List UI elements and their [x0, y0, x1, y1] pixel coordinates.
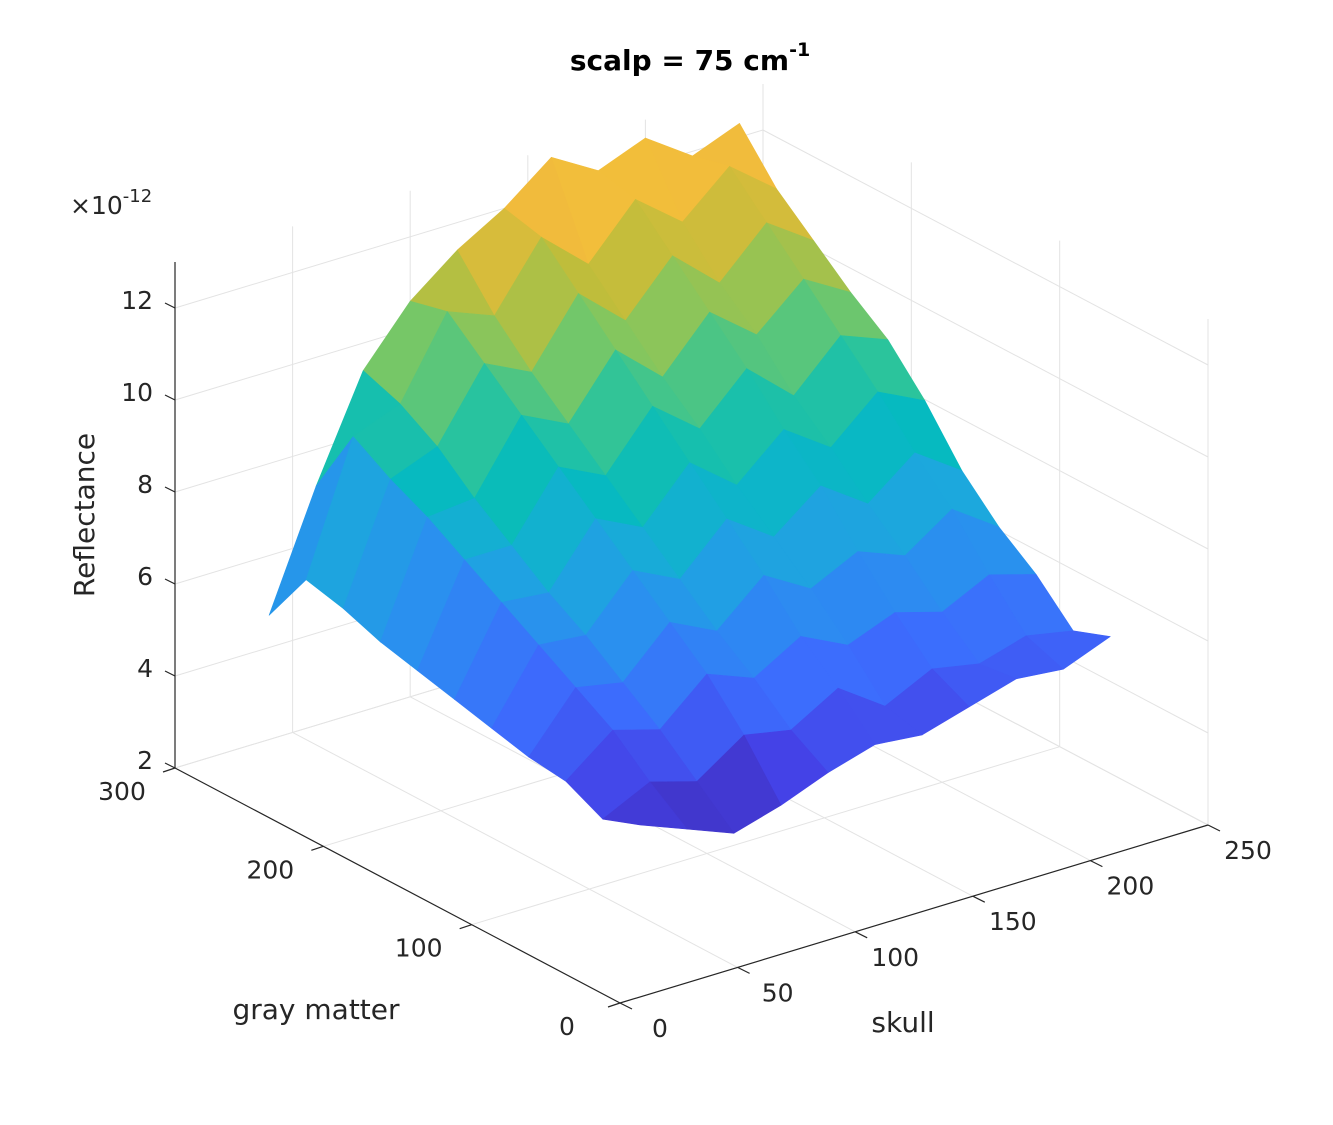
y-tick: [162, 767, 176, 773]
grid-line: [471, 746, 1060, 926]
x-tick: [972, 895, 986, 903]
z-tick: [164, 394, 176, 401]
y-tick-label: 100: [395, 934, 443, 963]
chart-title: scalp = 75 cm-1: [570, 39, 810, 78]
z-tick: [164, 762, 176, 769]
grid-line: [762, 129, 1209, 366]
x-tick: [854, 931, 868, 939]
z-exponent: ×10-12: [70, 186, 152, 220]
x-tick: [737, 966, 750, 974]
z-tick-label: 4: [137, 654, 153, 683]
z-tick-label: 2: [137, 746, 153, 775]
x-tick-label: 50: [762, 978, 794, 1007]
x-tick: [1207, 824, 1221, 832]
y-axis-line: [174, 767, 621, 1004]
y-tick-label: 300: [98, 777, 146, 806]
grid-line: [762, 221, 1209, 458]
y-tick-label: 200: [246, 855, 294, 884]
x-tick-label: 250: [1224, 836, 1272, 865]
y-tick: [311, 845, 324, 851]
grid-line: [292, 731, 738, 968]
x-axis-label: skull: [871, 1006, 934, 1039]
y-tick: [459, 924, 472, 930]
x-tick: [1090, 860, 1103, 868]
axes: 2 4 6 8 10 12 0 100 200 300 0 50 100 150 200 250: [98, 262, 1272, 1043]
title-superscript: -1: [789, 39, 810, 61]
y-axis-label: gray matter: [232, 993, 400, 1026]
x-tick: [619, 1002, 633, 1010]
z-tick-label: 8: [137, 470, 153, 499]
y-tick-label: 0: [559, 1012, 575, 1041]
z-tick-label: 12: [121, 286, 153, 315]
z-tick-label: 10: [121, 378, 153, 407]
x-tick-label: 150: [989, 907, 1037, 936]
z-tick: [164, 670, 176, 677]
surface-face: [602, 781, 688, 830]
z-tick-label: 6: [137, 562, 153, 591]
z-exponent-base: ×10: [70, 191, 123, 220]
z-tick: [164, 578, 176, 585]
x-tick-label: 200: [1107, 872, 1155, 901]
z-tick: [164, 486, 176, 493]
x-tick-label: 100: [871, 943, 919, 972]
x-tick-label: 0: [652, 1014, 668, 1043]
surface: [268, 123, 1111, 834]
y-tick: [607, 1002, 621, 1008]
z-exponent-power: -12: [123, 186, 152, 207]
title-text: scalp = 75 cm: [570, 44, 789, 77]
z-tick: [164, 302, 176, 309]
z-axis-label: Reflectance: [68, 433, 101, 597]
x-axis-line: [619, 824, 1209, 1004]
